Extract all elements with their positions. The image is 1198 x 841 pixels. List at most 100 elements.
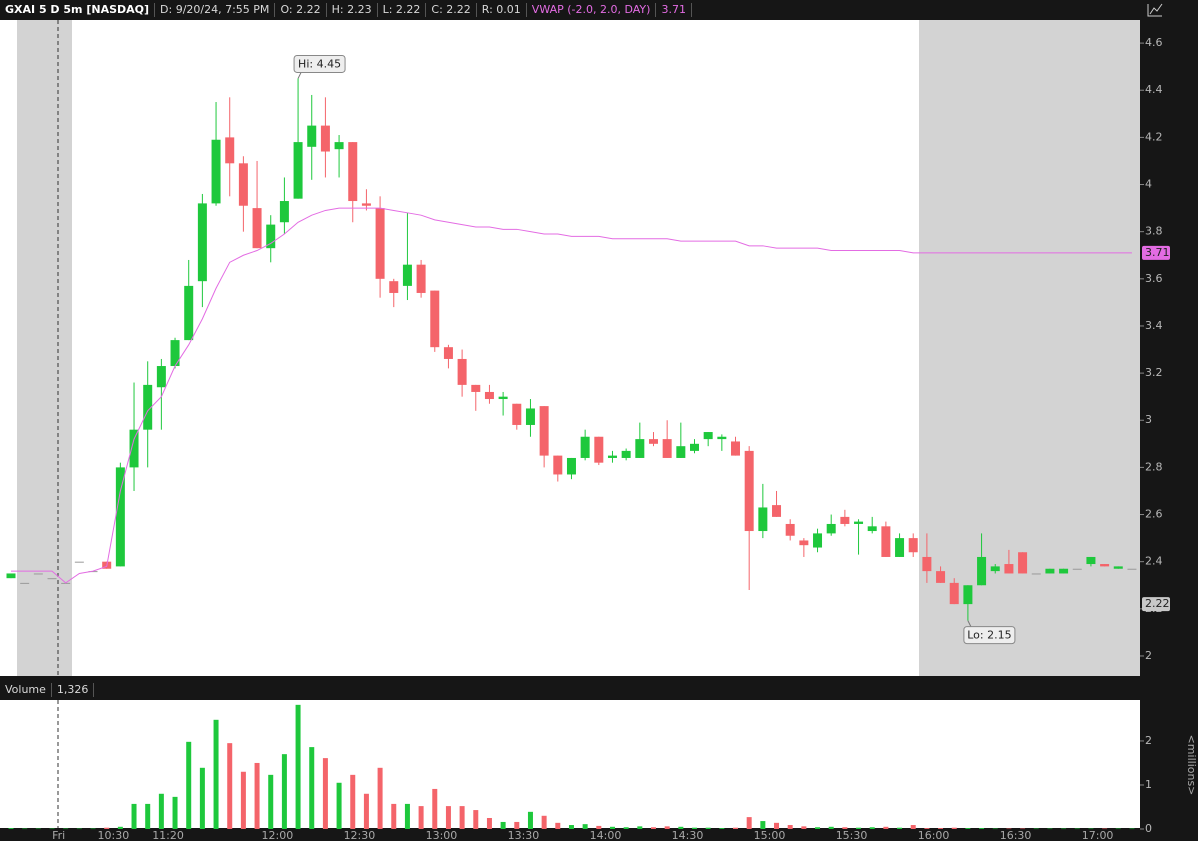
x-tick-label: 11:20 xyxy=(152,829,184,841)
x-tick-label: 10:30 xyxy=(98,829,130,841)
candle-body xyxy=(1127,568,1137,570)
volume-bar xyxy=(637,826,643,829)
volume-bar xyxy=(828,826,834,829)
candle-body xyxy=(648,439,658,444)
volume-value: 1,326 xyxy=(52,683,95,697)
price-marker xyxy=(1142,245,1170,260)
volume-bar xyxy=(227,743,233,829)
candle-body xyxy=(252,208,262,249)
y-tick-label: 3 xyxy=(1145,413,1152,426)
candle-body xyxy=(895,538,905,557)
volume-bar xyxy=(555,822,561,829)
candle-body xyxy=(662,439,672,458)
volume-bar xyxy=(514,821,520,829)
volume-pane xyxy=(0,700,1140,828)
volume-bar xyxy=(186,741,192,829)
candle-body xyxy=(1113,566,1123,569)
volume-bar xyxy=(363,793,369,829)
candle-body xyxy=(6,573,16,579)
candle-body xyxy=(867,526,877,532)
candle-body xyxy=(389,281,399,293)
candle-body xyxy=(744,450,754,532)
candle-body xyxy=(881,526,891,557)
volume-bar xyxy=(774,822,780,829)
candle-body xyxy=(1045,568,1055,574)
candle-body xyxy=(320,125,330,152)
candle-body xyxy=(115,467,125,567)
candle-body xyxy=(977,556,987,586)
candle-body xyxy=(785,523,795,536)
volume-bar xyxy=(883,826,889,829)
volume-bar xyxy=(254,762,260,829)
candle-body xyxy=(635,439,645,458)
candle-body xyxy=(416,264,426,293)
y-tick-label: 3.8 xyxy=(1145,225,1163,238)
volume-bar xyxy=(965,828,971,829)
volume-bar xyxy=(951,827,957,829)
volume-bar xyxy=(692,827,697,829)
candle-body xyxy=(238,163,248,206)
annotation: Lo: 2.15 xyxy=(967,629,1011,642)
candle-body xyxy=(156,366,166,388)
x-tick-label: 14:00 xyxy=(590,829,622,841)
volume-bar xyxy=(596,825,602,829)
x-tick-label: 16:30 xyxy=(1000,829,1032,841)
volume-bar xyxy=(582,824,588,829)
candle-body xyxy=(1059,568,1069,574)
symbol[interactable]: GXAI 5 D 5m [NASDAQ] xyxy=(0,3,156,17)
volume-bar xyxy=(733,827,739,829)
x-tick-label: 12:00 xyxy=(262,829,294,841)
candle-body xyxy=(211,139,221,204)
volume-bar xyxy=(719,828,725,829)
x-tick-label: 15:30 xyxy=(836,829,868,841)
volume-bar xyxy=(568,825,574,829)
volume-bar xyxy=(664,826,670,829)
volume-bar xyxy=(377,767,383,829)
field: L: 2.22 xyxy=(378,3,427,17)
candle-body xyxy=(690,443,699,451)
extended-hours-shade xyxy=(17,20,72,676)
volume-bar xyxy=(979,828,985,829)
candle-body xyxy=(170,340,180,367)
volume-bar xyxy=(131,803,137,829)
volume-bar xyxy=(117,826,123,829)
candle-body xyxy=(402,264,412,286)
style-icon[interactable] xyxy=(1147,3,1163,17)
volume-bar xyxy=(787,825,793,829)
price-marker-label: 3.71 xyxy=(1145,246,1170,259)
field: R: 0.01 xyxy=(477,3,527,17)
candle-body xyxy=(74,561,84,563)
x-tick-label: 13:00 xyxy=(426,829,458,841)
volume-bar xyxy=(1020,828,1026,830)
candle-body xyxy=(279,201,289,223)
candle-body xyxy=(799,540,809,546)
price-marker xyxy=(1142,597,1170,612)
y-tick-label: 3.4 xyxy=(1145,319,1163,332)
volume-title[interactable]: Volume xyxy=(0,683,52,697)
volume-bar xyxy=(1102,828,1108,830)
price-marker-label: 2.22 xyxy=(1145,597,1170,610)
candle-body xyxy=(1072,568,1082,570)
y-tick-label: 2.8 xyxy=(1145,460,1163,473)
volume-bar xyxy=(445,806,451,829)
y-tick-label: 2 xyxy=(1145,649,1152,662)
volume-bar xyxy=(869,827,875,829)
candle-body xyxy=(197,203,207,282)
volume-bar xyxy=(842,827,848,829)
y-tick-label: 4.2 xyxy=(1145,130,1163,143)
candle-body xyxy=(47,578,57,580)
vwap-line xyxy=(11,207,1132,584)
candle-body xyxy=(813,533,823,548)
volume-bar xyxy=(650,827,656,829)
volume-bar xyxy=(760,821,766,829)
candle-body xyxy=(33,573,43,575)
candle-body xyxy=(375,208,385,279)
field: D: 9/20/24, 7:55 PM xyxy=(155,3,276,17)
volume-bar xyxy=(910,825,916,829)
volume-bar xyxy=(240,771,246,829)
candle-body xyxy=(772,505,782,517)
volume-bar xyxy=(746,817,752,829)
candle-body xyxy=(184,285,194,341)
volume-bar xyxy=(678,826,684,829)
study[interactable]: VWAP (-2.0, 2.0, DAY) xyxy=(527,3,657,17)
